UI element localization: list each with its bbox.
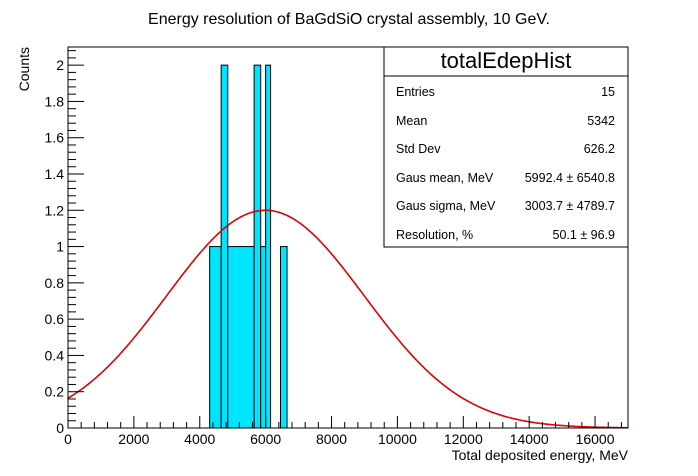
stats-row-value: 15 bbox=[601, 85, 615, 99]
stats-row-value: 3003.7 ± 4789.7 bbox=[525, 199, 615, 213]
histogram-bar-0 bbox=[209, 246, 222, 429]
stats-row-value: 626.2 bbox=[584, 142, 615, 156]
stats-row-label: Gaus mean, MeV bbox=[396, 171, 494, 185]
stats-row-value: 5342 bbox=[587, 114, 615, 128]
y-tick-label: 2 bbox=[56, 57, 64, 73]
y-tick-label: 1 bbox=[56, 239, 64, 255]
histogram-bar-5 bbox=[265, 64, 272, 429]
chart-title: Energy resolution of BaGdSiO crystal ass… bbox=[148, 11, 550, 28]
x-tick-label: 0 bbox=[64, 431, 72, 447]
stats-box-frame bbox=[383, 46, 629, 248]
histogram-bar-2 bbox=[227, 246, 255, 429]
y-tick-label: 0.6 bbox=[45, 311, 65, 327]
histogram-bar-1 bbox=[220, 64, 229, 429]
x-tick-label: 14000 bbox=[510, 431, 549, 447]
stats-row-label: Entries bbox=[396, 85, 435, 99]
y-axis: 0 0.2 0.4 0.6 0.8 1 1.2 1.4 1.6 1.8 2 bbox=[45, 50, 84, 436]
stats-row-label: Std Dev bbox=[396, 142, 441, 156]
y-tick-label: 1.4 bbox=[45, 166, 65, 182]
x-tick-label: 10000 bbox=[378, 431, 417, 447]
histogram-bar-4 bbox=[260, 246, 267, 429]
stats-row-label: Resolution, % bbox=[396, 228, 473, 242]
y-tick-label: 0.8 bbox=[45, 275, 65, 291]
stats-row-label: Mean bbox=[396, 114, 427, 128]
y-tick-label: 0.2 bbox=[45, 384, 65, 400]
stats-box: totalEdepHist Entries 15 Mean 5342 Std Dev 62… bbox=[383, 46, 629, 248]
x-tick-label: 2000 bbox=[118, 431, 149, 447]
y-tick-label: 0 bbox=[56, 420, 64, 436]
x-axis-label: Total deposited energy, MeV bbox=[452, 447, 629, 463]
stats-row-value: 50.1 ± 96.9 bbox=[553, 228, 616, 242]
stats-box-rows: Entries 15 Mean 5342 Std Dev 626.2 Gaus mean, … bbox=[396, 85, 615, 242]
x-tick-label: 16000 bbox=[576, 431, 615, 447]
gaussian-fit-curve bbox=[67, 209, 629, 429]
gaussian-fit bbox=[67, 209, 629, 429]
y-tick-label: 1.8 bbox=[45, 93, 65, 109]
y-tick-label: 1.2 bbox=[45, 202, 65, 218]
x-axis: 0 2000 4000 6000 8000 10000 12000 14000 16000 bbox=[64, 416, 622, 447]
x-tick-label: 8000 bbox=[316, 431, 347, 447]
x-tick-label: 6000 bbox=[250, 431, 281, 447]
histogram-bar-3 bbox=[253, 64, 262, 429]
y-tick-label: 1.6 bbox=[45, 130, 65, 146]
stats-box-title: totalEdepHist bbox=[441, 48, 572, 73]
histogram-bar-6 bbox=[279, 246, 288, 429]
y-tick-label: 0.4 bbox=[45, 347, 65, 363]
stats-row-value: 5992.4 ± 6540.8 bbox=[525, 171, 615, 185]
y-axis-label: Counts bbox=[16, 47, 32, 91]
x-tick-label: 12000 bbox=[444, 431, 483, 447]
x-tick-label: 4000 bbox=[184, 431, 215, 447]
stats-row-label: Gaus sigma, MeV bbox=[396, 199, 496, 213]
